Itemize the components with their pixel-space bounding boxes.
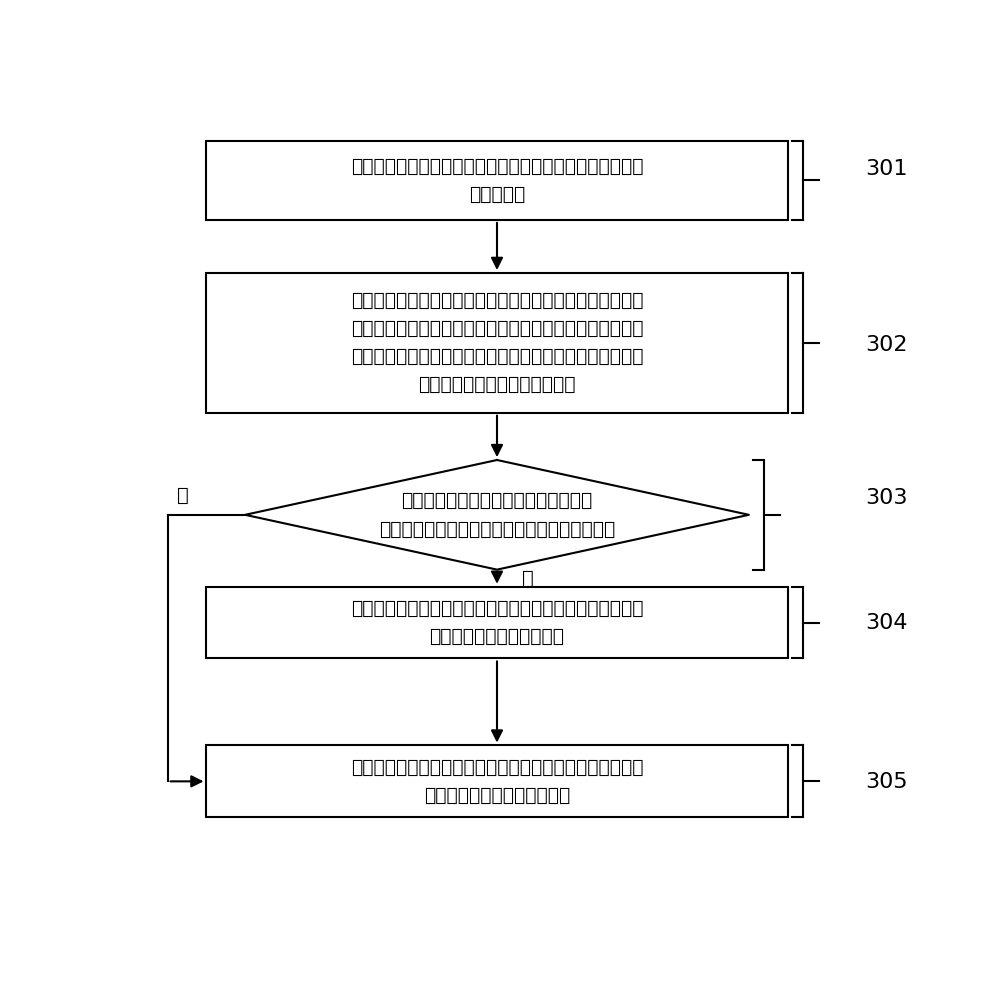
- Text: 计算所述第一下料量均值与第二下料量均值之间差值与所述
第一下料量均值的比值，作为下料量变化比例，并计算所述
第一频率均值与第二频率均值之间差值与所述第一频率均值: 计算所述第一下料量均值与第二下料量均值之间差值与所述 第一下料量均值的比值，作为…: [351, 292, 643, 395]
- FancyBboxPatch shape: [206, 586, 788, 659]
- Text: 305: 305: [865, 772, 908, 791]
- Text: 是: 是: [522, 569, 534, 587]
- Text: 303: 303: [865, 488, 908, 508]
- FancyBboxPatch shape: [206, 140, 788, 220]
- Text: 301: 301: [865, 159, 908, 180]
- Text: 计算第一下料量均值、第二下料量均值、第一频率均值和第
二频率均值: 计算第一下料量均值、第二下料量均值、第一频率均值和第 二频率均值: [351, 157, 643, 203]
- Text: 确定最近一个异常判定周期内的所述实际下料量和所述基准
振动频率不满足下料受阻条件: 确定最近一个异常判定周期内的所述实际下料量和所述基准 振动频率不满足下料受阻条件: [351, 758, 643, 805]
- Text: 判断是否所述下料量变化比例大于第一
比例阈值且所述频率变化比例小于第二比例阈值: 判断是否所述下料量变化比例大于第一 比例阈值且所述频率变化比例小于第二比例阈值: [379, 491, 615, 539]
- Text: 302: 302: [865, 335, 908, 355]
- FancyBboxPatch shape: [206, 745, 788, 817]
- Text: 否: 否: [177, 486, 189, 506]
- Text: 确定最近一个异常判定周期内的所述实际下料量和所述基准
振动频率满足下料受阻条件: 确定最近一个异常判定周期内的所述实际下料量和所述基准 振动频率满足下料受阻条件: [351, 599, 643, 646]
- Polygon shape: [245, 460, 749, 570]
- FancyBboxPatch shape: [206, 273, 788, 412]
- Text: 304: 304: [865, 613, 908, 633]
